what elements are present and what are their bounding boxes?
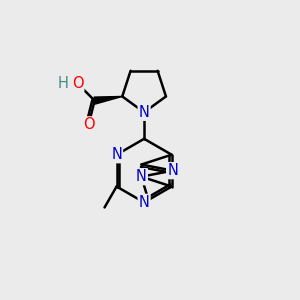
Polygon shape	[94, 96, 122, 104]
Text: N: N	[111, 147, 122, 162]
Text: H: H	[57, 76, 68, 91]
Text: N: N	[139, 105, 149, 120]
Text: N: N	[167, 163, 178, 178]
Text: O: O	[83, 117, 94, 132]
Text: N: N	[136, 169, 147, 184]
Text: O: O	[72, 76, 83, 91]
Text: N: N	[139, 195, 149, 210]
